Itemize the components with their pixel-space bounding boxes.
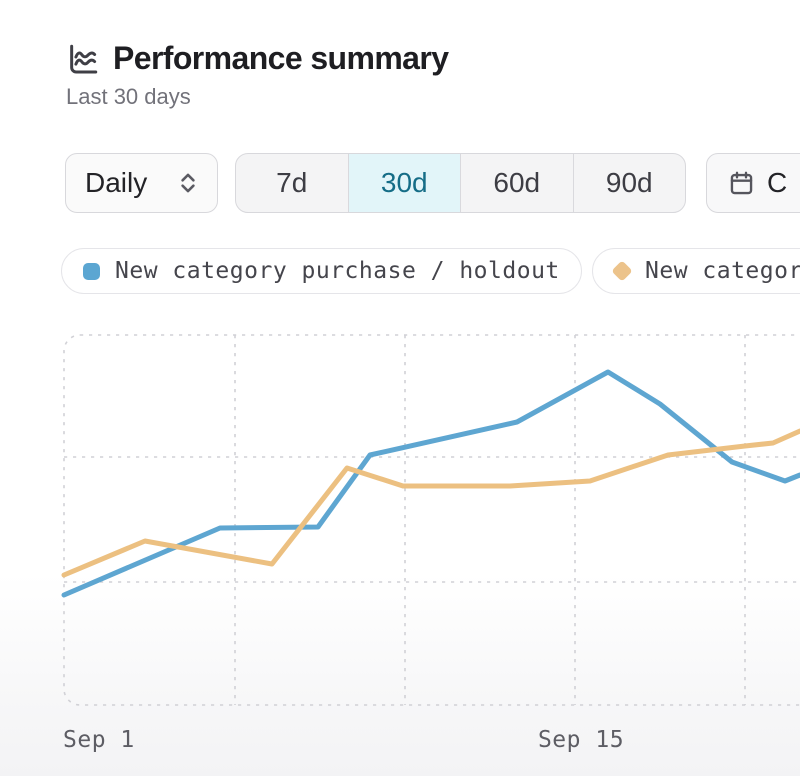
range-button-30d[interactable]: 30d (347, 154, 460, 212)
page-title: Performance summary (113, 40, 449, 76)
granularity-value: Daily (85, 167, 148, 198)
x-axis-label-sep1: Sep 1 (63, 727, 135, 753)
legend-label: New category purchase / holdout (115, 258, 560, 284)
plot-border (63, 334, 800, 706)
legend-item-new-category[interactable]: New categor (592, 248, 800, 294)
chart-plot-area[interactable] (0, 320, 800, 720)
performance-chart[interactable]: Sep 1 Sep 15 (0, 320, 800, 776)
legend-label: New categor (645, 258, 800, 284)
calendar-icon (730, 171, 753, 194)
header: Performance summary (66, 40, 449, 77)
x-axis-label-sep15: Sep 15 (537, 727, 625, 753)
legend-diamond-marker (611, 260, 633, 282)
granularity-select[interactable]: Daily (65, 153, 218, 213)
custom-range-label: C (767, 167, 788, 198)
legend-square-marker (83, 262, 100, 280)
range-button-60d[interactable]: 60d (460, 154, 573, 212)
custom-range-button[interactable]: C (706, 153, 800, 213)
range-button-7d[interactable]: 7d (276, 167, 308, 198)
date-range-subtitle: Last 30 days (66, 84, 191, 109)
series-line-square[interactable] (61, 369, 800, 598)
range-button-group: 7d 30d 60d 90d (235, 153, 686, 213)
chevrons-up-down-icon (181, 173, 195, 193)
line-chart-icon (70, 44, 98, 74)
range-button-90d[interactable]: 90d (572, 154, 686, 212)
legend-item-holdout[interactable]: New category purchase / holdout (61, 248, 582, 294)
series-line-diamond[interactable] (61, 428, 800, 578)
